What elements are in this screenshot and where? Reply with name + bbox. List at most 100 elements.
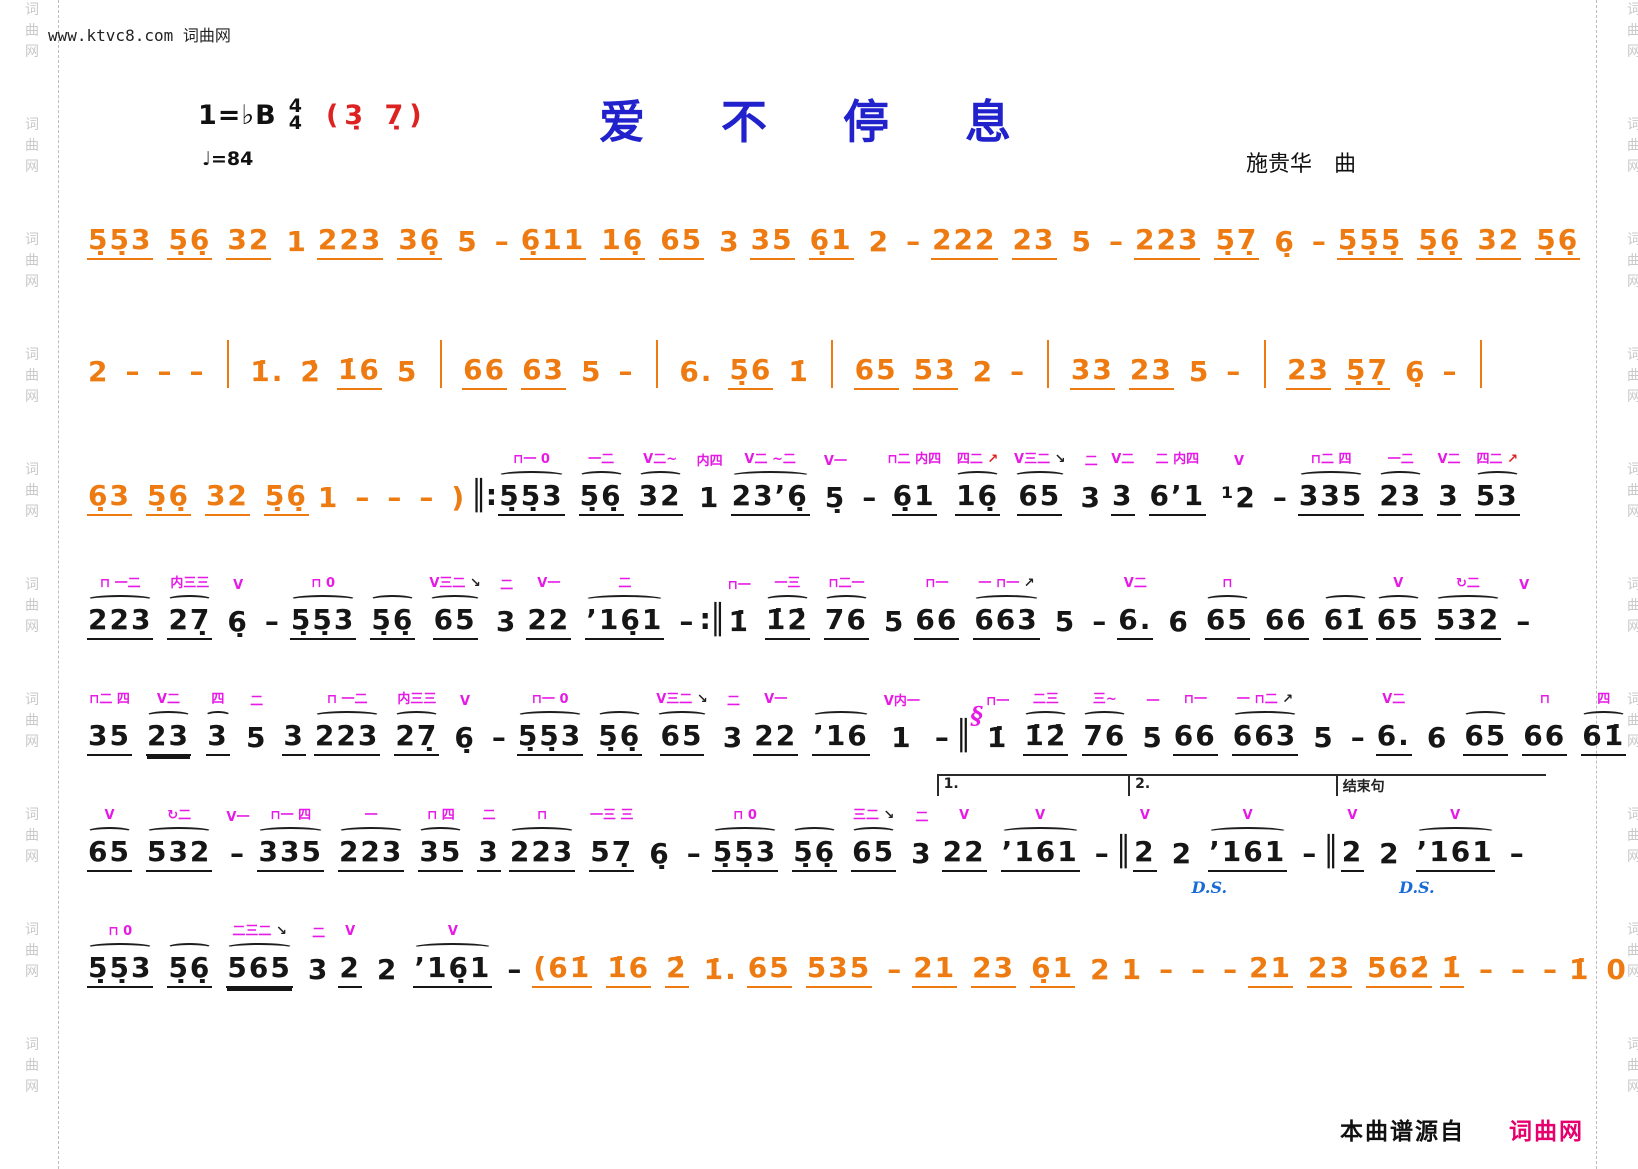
fingering-annotation: 内三三	[170, 576, 210, 591]
note-text: 32	[1476, 225, 1522, 260]
note-group: 5̣7̣	[1214, 188, 1260, 260]
note-group: ⊓ 一二 223	[313, 684, 381, 756]
slur-arc	[226, 943, 293, 952]
note-group: 65	[659, 188, 705, 260]
fingering-annotation: ⊓二一	[828, 576, 865, 591]
note-text: 22	[941, 837, 987, 872]
fingering-annotation: ⊓二 四	[89, 692, 130, 707]
note-group: –	[1509, 800, 1527, 872]
note-group: 66	[462, 318, 508, 390]
note-text: 5̣6̣	[263, 481, 309, 516]
note-text: 23	[1128, 355, 1174, 390]
note-text: 1̇6	[606, 953, 652, 988]
note-group: –	[1272, 444, 1290, 516]
note-group: ⊓一 1̇	[727, 568, 751, 640]
fingering-annotation: 一三	[774, 576, 801, 591]
note-group: V二 23	[145, 684, 191, 756]
note-text: 223	[1133, 225, 1201, 260]
fingering-annotation: V二 ~二	[744, 452, 796, 467]
note-text: –	[1542, 953, 1559, 986]
note-text: 5̣6̣	[1535, 225, 1581, 260]
slur-arc	[145, 711, 191, 720]
note-text: 5̣5̣3	[498, 481, 565, 516]
note-text: 66	[1172, 721, 1218, 756]
note-text: ’161	[1415, 837, 1495, 872]
note-group: V 6̣	[453, 684, 476, 756]
note-text: 3	[1111, 481, 1135, 516]
note-text: 65	[1204, 605, 1250, 640]
note-group: 二 内四 6’1	[1148, 444, 1207, 516]
fingering-annotation: V三二 ↘	[429, 576, 481, 591]
note-text: 5̣7̣	[1345, 355, 1391, 390]
slur-arc	[418, 827, 464, 836]
note-text: 1	[698, 481, 721, 514]
fingering-annotation: 二三	[1032, 692, 1059, 707]
note-text: –	[355, 481, 372, 514]
ds-mark: D.S.	[1191, 878, 1228, 897]
note-text: 5̣	[824, 481, 847, 514]
note-text: 663	[1231, 721, 1299, 756]
fingering-annotation: 一	[1146, 694, 1160, 709]
note-group: 61̇	[1322, 568, 1368, 640]
slur-arc	[1434, 595, 1502, 604]
slur-arc	[413, 943, 493, 952]
note-text: 1	[317, 481, 340, 514]
note-text: –	[1516, 605, 1533, 638]
key-signature: 1=♭B	[198, 99, 277, 131]
note-text: 2	[1090, 953, 1112, 986]
edge-watermark-group: 词曲网	[1627, 462, 1638, 520]
slur-arc	[508, 827, 576, 836]
volta-bracket: 1.	[936, 774, 1131, 796]
note-text: 5	[1313, 721, 1335, 754]
note-group: 1	[317, 444, 340, 516]
slur-arc	[289, 595, 357, 604]
note-text: 3	[495, 605, 518, 638]
note-group: ⊓ 一二 223	[87, 568, 154, 640]
note-group: ↻二 532	[145, 800, 213, 872]
barline-special: ║	[1322, 834, 1340, 868]
note-group: –	[1311, 188, 1329, 260]
slur-arc	[1000, 827, 1080, 836]
measure: ⊓一 0 5̣5̣3 5̣6̣ V三二 ↘ 65 二 3	[514, 684, 748, 756]
measure: ⊓一 1̇ 二三 1̇2̇ 三~ 76 一 5	[983, 684, 1168, 756]
note-group: 一 ⊓二 ↗ 663	[1231, 684, 1299, 756]
note-group: V –	[1515, 568, 1533, 640]
note-text: 6.	[1117, 605, 1154, 640]
note-text: 21	[912, 953, 958, 988]
fingering-annotation: V一	[226, 810, 250, 825]
fingering-annotation: ⊓二 内四	[887, 452, 942, 467]
note-text: 223	[316, 225, 384, 260]
note-group: 2	[87, 318, 110, 390]
edge-watermark-group: 词曲网	[1627, 117, 1638, 175]
note-text: –	[1010, 355, 1027, 388]
fingering-annotation: 二	[500, 578, 514, 593]
measure: V 2 2 V ’16̣1–	[335, 916, 527, 988]
note-group: 1̇	[787, 318, 810, 390]
note-text: ’16̣1	[413, 953, 493, 988]
note-text: 53	[912, 355, 958, 390]
left-edge-watermark: 词曲网词曲网词曲网词曲网词曲网词曲网词曲网词曲网词曲网词曲网	[12, 0, 52, 1169]
fingering-annotation: 内三三	[397, 692, 437, 707]
note-text: 1	[891, 721, 913, 754]
note-text: 1	[1121, 953, 1144, 986]
slur-arc	[516, 711, 584, 720]
note-text: 35	[87, 721, 132, 756]
fingering-annotation: 三二 ↘	[852, 808, 895, 823]
fingering-annotation: V	[345, 924, 356, 939]
barline	[1263, 340, 1266, 388]
note-text: 16̣	[600, 225, 646, 260]
note-group: –	[1542, 916, 1560, 988]
note-text: 6̣1	[1030, 953, 1076, 988]
note-group: 6̣3	[87, 444, 132, 516]
note-group: –	[1478, 916, 1496, 988]
measure: 33 23 5–	[1067, 318, 1246, 390]
note-group: 三二 ↘ 65	[851, 800, 897, 872]
fingering-annotation: V	[959, 808, 970, 823]
fingering-annotation: V	[104, 808, 115, 823]
note-group: 6̣11	[519, 188, 587, 260]
slur-arc	[87, 595, 154, 604]
score-line: 2– – –1̇. 2̇ 1̇6 5 66 63 5–6. 5̣6 1̇ 65 53 2–33 23 5–23…	[84, 312, 1483, 390]
note-text: –	[1509, 837, 1526, 870]
note-group: V 65	[1375, 568, 1421, 640]
